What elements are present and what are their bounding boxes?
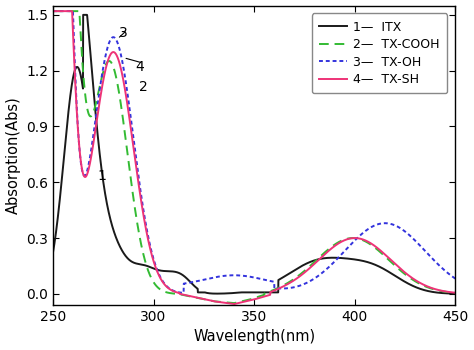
- X-axis label: Wavelength(nm): Wavelength(nm): [193, 329, 315, 344]
- Text: 3: 3: [119, 26, 128, 40]
- Text: 2: 2: [139, 80, 148, 94]
- Text: 1: 1: [97, 169, 106, 183]
- Y-axis label: Absorption(Abs): Absorption(Abs): [6, 96, 20, 214]
- Legend: 1—  ITX, 2—  TX-COOH, 3—  TX-OH, 4—  TX-SH: 1— ITX, 2— TX-COOH, 3— TX-OH, 4— TX-SH: [312, 13, 447, 93]
- Text: 4: 4: [136, 60, 144, 74]
